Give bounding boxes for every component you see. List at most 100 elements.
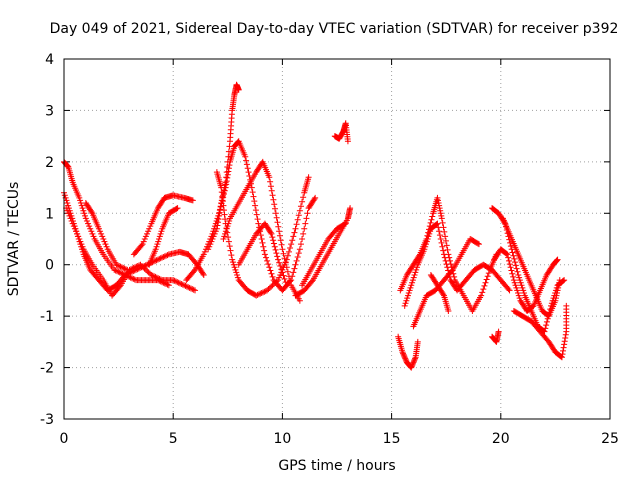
data-point	[405, 290, 412, 296]
data-point	[423, 238, 430, 245]
data-point	[269, 282, 276, 289]
data-point	[82, 215, 89, 222]
data-point	[516, 274, 523, 281]
data-point	[224, 158, 231, 165]
data-point	[200, 272, 207, 278]
data-point	[411, 356, 418, 363]
data-point	[103, 243, 110, 250]
data-point	[155, 275, 162, 282]
data-point	[229, 256, 236, 263]
data-point	[231, 264, 238, 271]
data-point	[448, 268, 455, 275]
data-point	[303, 215, 310, 222]
data-point	[441, 254, 448, 261]
data-point	[475, 241, 482, 248]
data-point	[267, 178, 274, 185]
data-point	[408, 363, 415, 370]
data-point	[402, 355, 409, 362]
data-point	[441, 251, 448, 258]
data-point	[80, 207, 87, 214]
data-point	[291, 265, 298, 272]
data-point	[258, 236, 265, 242]
data-point	[296, 207, 303, 214]
data-point	[305, 174, 312, 181]
data-point	[513, 265, 520, 272]
data-point	[433, 221, 440, 228]
data-point	[517, 279, 524, 286]
data-point	[442, 233, 449, 240]
data-point	[257, 232, 264, 239]
data-point	[214, 219, 221, 226]
data-point	[401, 302, 408, 309]
data-point	[122, 266, 129, 273]
data-point	[299, 236, 306, 242]
data-point	[402, 300, 409, 307]
data-point	[554, 287, 561, 294]
data-point	[232, 266, 239, 273]
data-point	[560, 347, 567, 354]
y-axis-ticks: -3 -2 -1 0 1 2 3 4	[40, 52, 610, 428]
data-point	[275, 256, 282, 263]
data-point	[513, 284, 520, 291]
data-point	[170, 277, 177, 284]
data-point	[254, 291, 261, 298]
data-point	[187, 285, 194, 292]
data-point	[437, 207, 444, 214]
data-point	[543, 322, 550, 329]
data-point	[261, 251, 268, 258]
data-point	[437, 210, 444, 217]
data-point	[514, 268, 521, 275]
data-point	[160, 254, 167, 260]
data-point	[234, 272, 241, 278]
data-point	[165, 282, 172, 289]
data-point	[436, 228, 443, 235]
data-point	[434, 194, 441, 201]
data-point	[301, 225, 308, 232]
data-point	[261, 288, 268, 295]
data-point	[88, 228, 95, 235]
data-point	[512, 262, 519, 269]
data-point	[506, 287, 513, 294]
data-point	[97, 228, 104, 235]
x-tick-label: 0	[60, 431, 69, 447]
y-tick-label: 3	[45, 103, 54, 119]
data-point	[296, 246, 303, 253]
series-track-k	[235, 220, 290, 289]
data-point	[411, 272, 418, 278]
data-point	[436, 232, 443, 239]
data-point	[440, 291, 447, 298]
series-track-v	[499, 215, 563, 320]
x-tick-label: 25	[601, 431, 619, 447]
data-point	[410, 274, 417, 281]
data-point	[220, 236, 227, 242]
data-point	[505, 257, 512, 264]
data-point	[257, 290, 264, 297]
data-point	[79, 243, 86, 250]
data-point	[185, 284, 192, 291]
data-point	[297, 203, 304, 210]
data-point	[543, 318, 550, 325]
data-point	[556, 277, 563, 284]
data-point	[505, 286, 512, 293]
data-point	[64, 163, 71, 170]
data-point	[250, 193, 257, 200]
data-point	[509, 249, 516, 256]
data-point	[224, 174, 231, 181]
data-point	[222, 216, 229, 223]
data-point	[79, 205, 86, 212]
data-point	[442, 237, 449, 244]
data-point	[234, 274, 241, 281]
x-tick-label: 10	[273, 431, 291, 447]
data-point	[269, 273, 276, 280]
data-point	[438, 215, 445, 222]
series-track-g	[183, 138, 319, 294]
data-point	[482, 279, 489, 286]
data-point	[404, 295, 411, 302]
data-point	[220, 207, 227, 214]
data-point	[142, 266, 149, 273]
data-point	[443, 242, 450, 249]
data-point	[512, 282, 519, 289]
data-point	[553, 292, 560, 299]
data-point	[258, 290, 265, 296]
data-point	[85, 220, 92, 227]
